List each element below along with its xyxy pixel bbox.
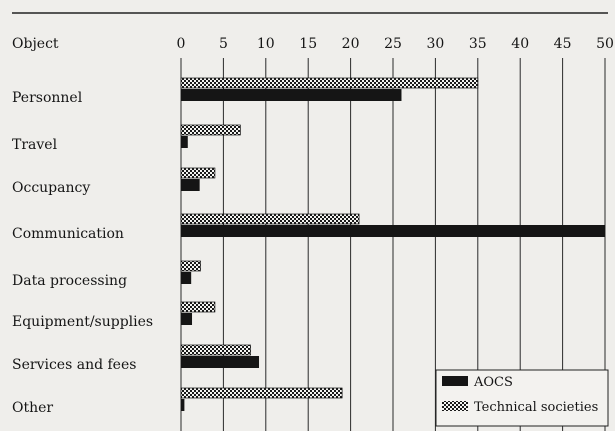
x-tick-label-30: 30 <box>426 36 444 52</box>
x-tick-label-25: 25 <box>384 36 402 52</box>
bar-aocs-5 <box>181 313 193 325</box>
legend-swatch-aocs <box>442 376 468 386</box>
category-label-travel: Travel <box>12 137 58 153</box>
bar-technical-societies-2 <box>180 167 216 179</box>
category-label-equipment-supplies: Equipment/supplies <box>12 314 153 330</box>
bar-aocs-0 <box>181 89 402 101</box>
x-tick-label-0: 0 <box>177 36 186 52</box>
grid-lines <box>180 58 606 431</box>
bar-technical-societies-4 <box>180 260 201 272</box>
category-label-occupancy: Occupancy <box>12 180 90 196</box>
bar-technical-societies-3 <box>180 213 360 225</box>
bars <box>180 77 605 411</box>
x-tick-label-35: 35 <box>469 36 487 52</box>
bar-aocs-3 <box>181 225 605 237</box>
x-tick-label-20: 20 <box>342 36 360 52</box>
x-tick-label-10: 10 <box>257 36 275 52</box>
bar-technical-societies-1 <box>180 124 241 136</box>
category-label-data-processing: Data processing <box>12 273 127 289</box>
bar-aocs-4 <box>181 272 192 284</box>
bar-technical-societies-0 <box>180 77 479 89</box>
category-label-communication: Communication <box>12 226 124 242</box>
x-tick-label-15: 15 <box>299 36 317 52</box>
category-header: Object <box>12 36 59 52</box>
x-tick-label-5: 5 <box>219 36 228 52</box>
bar-aocs-1 <box>181 136 188 148</box>
legend-swatch-technical-societies <box>442 401 468 411</box>
category-label-other: Other <box>12 400 53 416</box>
bar-aocs-2 <box>181 179 200 191</box>
category-labels: Personnel Travel Occupancy Communication Dat… <box>12 90 153 416</box>
bar-aocs-6 <box>181 356 260 368</box>
x-tick-labels: 0 5 10 15 20 25 30 35 40 45 50 <box>177 36 614 52</box>
legend-label-aocs: AOCS <box>473 375 513 390</box>
category-label-personnel: Personnel <box>12 90 83 106</box>
bar-technical-societies-5 <box>180 301 216 313</box>
legend: AOCS Technical societies <box>435 369 609 427</box>
legend-label-technical-societies: Technical societies <box>474 400 598 415</box>
x-tick-label-50: 50 <box>596 36 614 52</box>
bar-aocs-7 <box>181 399 185 411</box>
x-tick-label-40: 40 <box>511 36 529 52</box>
category-label-services-and-fees: Services and fees <box>12 357 136 373</box>
bar-technical-societies-6 <box>180 344 251 356</box>
x-tick-label-45: 45 <box>554 36 572 52</box>
bar-technical-societies-7 <box>180 387 343 399</box>
